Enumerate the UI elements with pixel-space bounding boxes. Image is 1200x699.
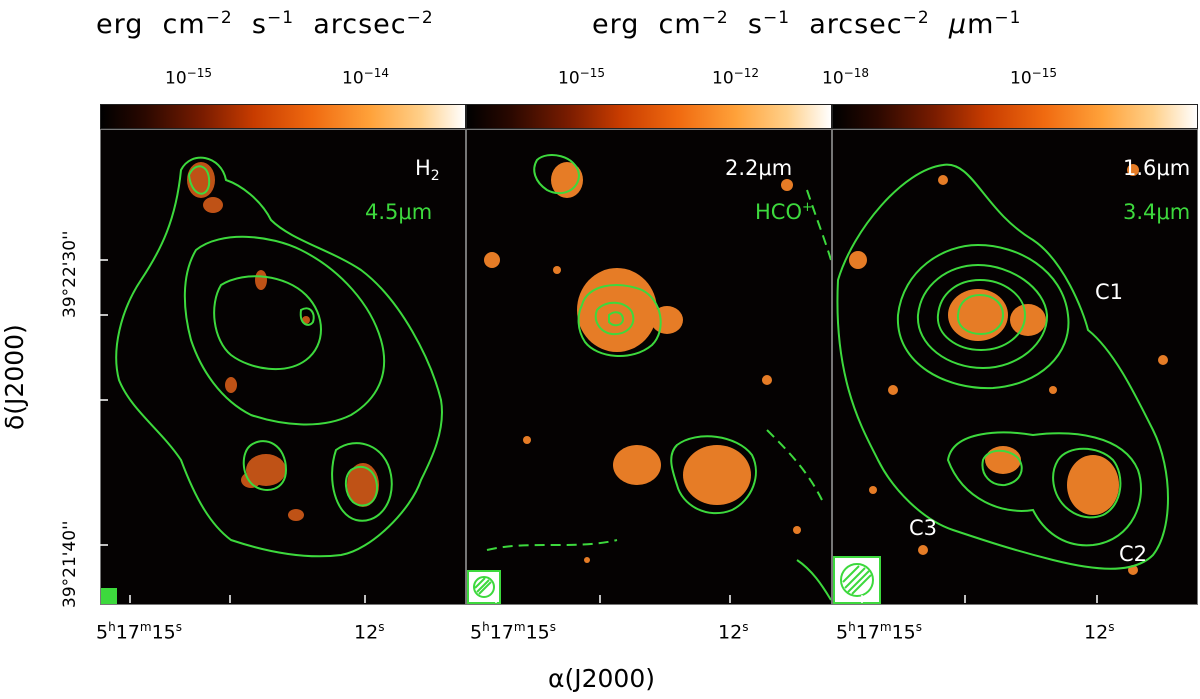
- cbar3-tick-low: 10−18: [822, 66, 869, 89]
- ra-tick-label-2b: 12s: [718, 620, 749, 644]
- source-label-c3: C3: [909, 516, 938, 540]
- cbar2-tick-low: 10−15: [558, 66, 605, 89]
- panel-2um-beam: [467, 570, 501, 604]
- colorbar-unit-right: erg cm−2 s−1 arcsec−2 μm−1: [592, 8, 1022, 40]
- beam-hatch-icon: [840, 563, 874, 597]
- beam-hatch-icon: [473, 576, 495, 598]
- ra-tick-label-1a: 5h17m15s: [96, 620, 183, 644]
- ra-tick-label-3a: 5h17m15s: [836, 620, 923, 644]
- cbar2-tick-high: 10−12: [712, 66, 759, 89]
- panel-h2-beam: [101, 588, 117, 604]
- dec-tick-label-1: 39°22'30'': [60, 230, 80, 318]
- panel-2um-contour-label: HCO+: [755, 200, 813, 224]
- colorbar-unit-left: erg cm−2 s−1 arcsec−2: [96, 8, 434, 40]
- panel-1um-contour-label: 3.4μm: [1123, 200, 1191, 224]
- colorbar-1um: [832, 104, 1198, 129]
- source-label-c2: C2: [1119, 542, 1148, 566]
- cbar1-tick-high: 10−14: [342, 66, 389, 89]
- colorbar-2um: [466, 104, 832, 129]
- panel-2um: 2.2μm HCO+: [466, 129, 832, 605]
- x-axis-label: α(J2000): [548, 664, 655, 693]
- panel-2um-image-label: 2.2μm: [725, 156, 793, 180]
- panel-1um-beam: [833, 556, 881, 604]
- panel-h2: H2 4.5μm: [100, 129, 466, 605]
- ra-tick-label-1b: 12s: [354, 620, 385, 644]
- ra-tick-label-3b: 12s: [1084, 620, 1115, 644]
- colorbar-h2: [100, 104, 466, 129]
- panel-2um-graphic: [484, 154, 831, 601]
- cbar1-tick-low: 10−15: [165, 66, 212, 89]
- panel-h2-image-label: H2: [415, 156, 440, 185]
- panel-h2-graphic: [115, 156, 443, 558]
- panel-h2-contour-label: 4.5μm: [365, 200, 433, 224]
- y-axis-label: δ(J2000): [0, 324, 29, 430]
- dec-tick-label-2: 39°21'40'': [60, 520, 80, 608]
- panel-1um-image-label: 1.6μm: [1123, 156, 1191, 180]
- panel-1um-graphic: [836, 163, 1169, 575]
- panel-1um: 1.6μm 3.4μm C1 C2 C3: [832, 129, 1198, 605]
- source-label-c1: C1: [1095, 280, 1124, 304]
- cbar3-tick-high: 10−15: [1010, 66, 1057, 89]
- ra-tick-label-2a: 5h17m15s: [470, 620, 557, 644]
